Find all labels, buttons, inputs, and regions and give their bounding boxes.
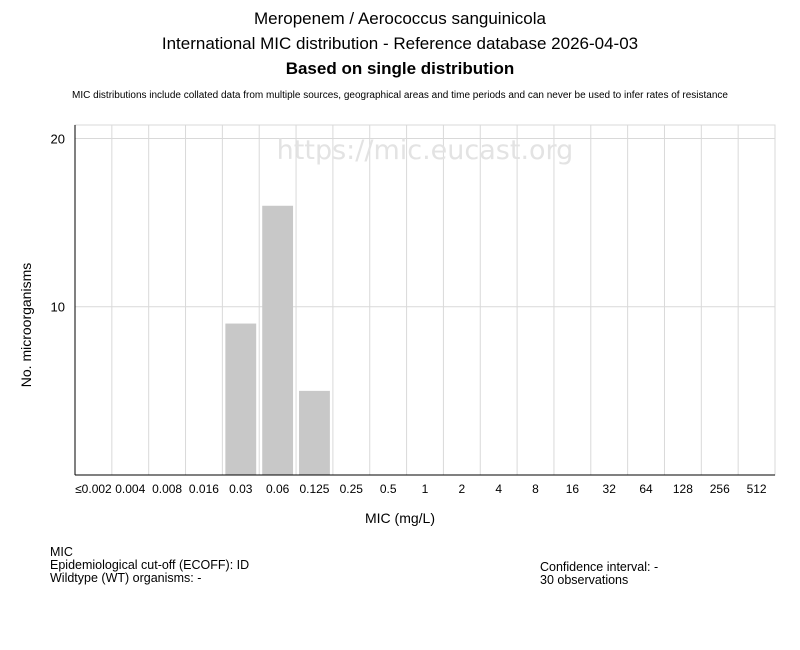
disclaimer-note: MIC distributions include collated data …	[72, 90, 728, 101]
x-tick-label: 8	[532, 482, 539, 496]
x-tick-label: 0.016	[189, 482, 219, 496]
info-observations: 30 observations	[540, 573, 629, 587]
chart-distribution-label: Based on single distribution	[285, 59, 515, 78]
x-tick-label: 0.5	[380, 482, 397, 496]
info-wt-organisms: Wildtype (WT) organisms: -	[50, 571, 202, 585]
x-tick-label: 1	[422, 482, 429, 496]
x-tick-label: ≤0.002	[75, 482, 112, 496]
plot-frame	[74, 124, 776, 476]
x-tick-labels: ≤0.002 0.004 0.008 0.016 0.03 0.06 0.125 0.25 0.…	[75, 482, 767, 496]
x-tick-label: 0.004	[115, 482, 145, 496]
x-tick-label: 16	[566, 482, 580, 496]
axes	[74, 124, 776, 476]
x-tick-label: 0.25	[340, 482, 364, 496]
watermark: https://mic.eucast.org	[277, 135, 574, 166]
bars	[225, 205, 330, 475]
x-tick-label: 512	[747, 482, 767, 496]
x-tick-label: 256	[710, 482, 730, 496]
info-ecoff: Epidemiological cut-off (ECOFF): ID	[50, 558, 250, 572]
x-tick-label: 0.06	[266, 482, 290, 496]
info-right: Confidence interval: - 30 observations	[540, 561, 658, 587]
x-tick-label: 0.125	[299, 482, 329, 496]
y-axis-label: No. microorganisms	[18, 263, 34, 387]
x-tick-label: 32	[603, 482, 617, 496]
y-tick-label: 20	[51, 131, 65, 146]
x-tick-label: 4	[495, 482, 502, 496]
bar	[299, 390, 330, 475]
x-tick-label: 0.008	[152, 482, 182, 496]
chart-title: Meropenem / Aerococcus sanguinicola	[254, 9, 546, 28]
grid	[75, 125, 775, 475]
chart-subtitle: International MIC distribution - Referen…	[161, 34, 639, 53]
x-tick-label: 2	[458, 482, 465, 496]
x-tick-label: 0.03	[229, 482, 253, 496]
bar	[225, 323, 257, 475]
bar	[262, 205, 294, 475]
info-left: MIC Epidemiological cut-off (ECOFF): ID …	[50, 546, 249, 585]
y-tick-label: 10	[51, 300, 65, 315]
x-tick-label: 128	[673, 482, 693, 496]
y-tick-labels: 10 20	[51, 131, 65, 314]
info-mic-label: MIC	[50, 545, 73, 559]
x-axis-label: MIC (mg/L)	[365, 510, 435, 526]
x-tick-label: 64	[639, 482, 653, 496]
info-confidence-interval: Confidence interval: -	[540, 560, 659, 574]
